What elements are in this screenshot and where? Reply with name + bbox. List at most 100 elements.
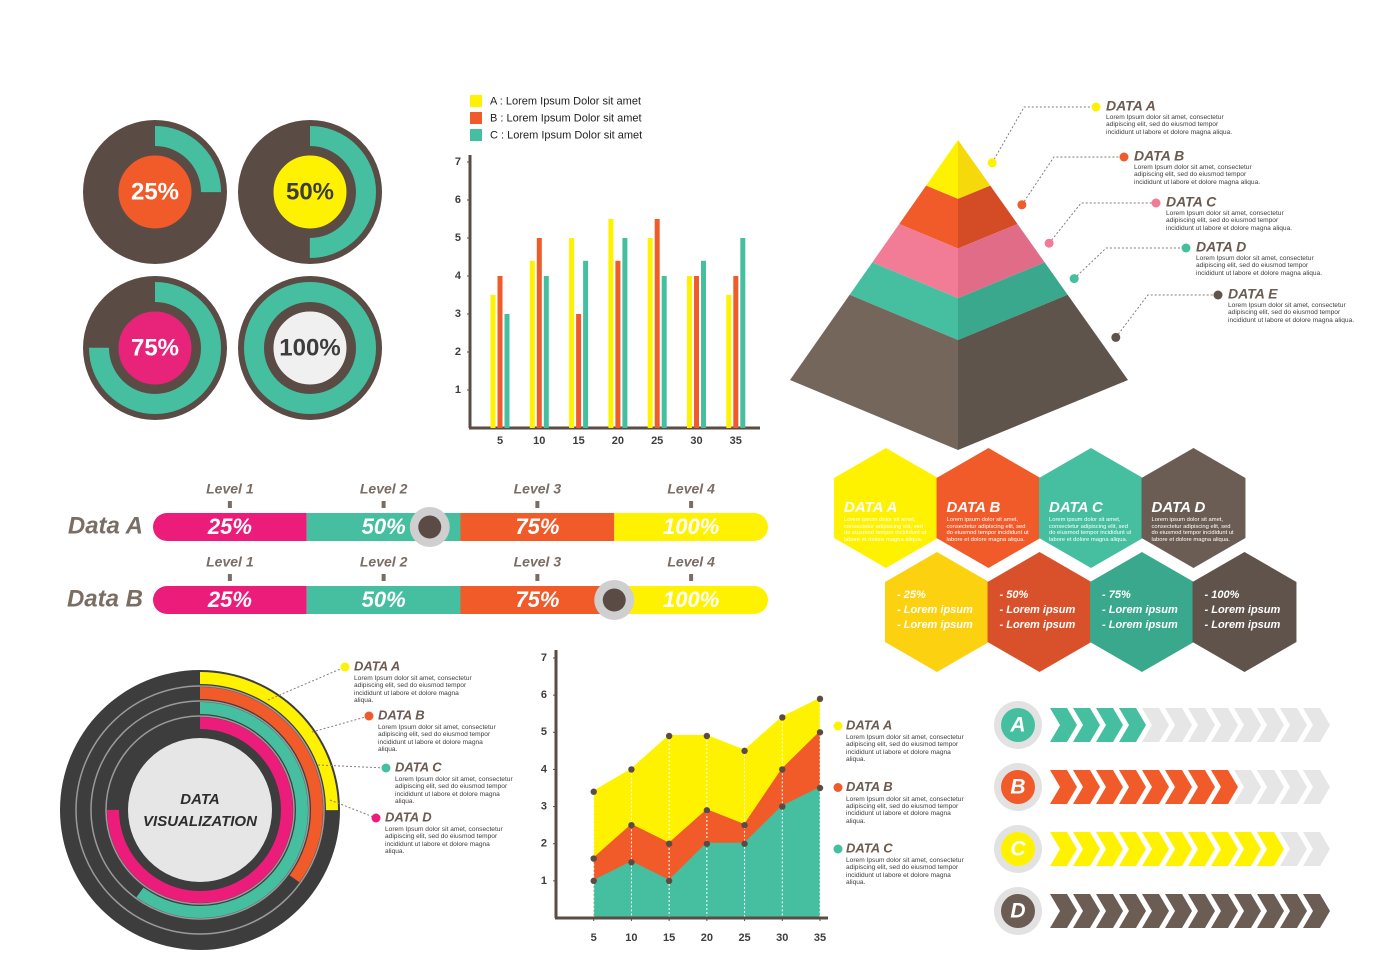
chevron-filled xyxy=(1096,832,1123,866)
chevron-filled xyxy=(1234,832,1261,866)
legend-swatch xyxy=(470,129,482,141)
level-segment xyxy=(614,586,768,614)
hexagon xyxy=(1192,552,1297,672)
pyramid-description: Lorem Ipsum dolor sit amet, consectetur … xyxy=(1196,255,1323,277)
hexagon-title: DATA C xyxy=(1049,499,1104,516)
chevron-filled xyxy=(1142,832,1169,866)
chevron-filled xyxy=(1188,770,1215,804)
bar xyxy=(497,276,503,428)
x-tick-label: 15 xyxy=(572,435,584,447)
donut-ring xyxy=(89,282,221,414)
radial-arc xyxy=(62,672,338,948)
label-dot xyxy=(1181,243,1191,253)
hexagon-description: Lorem ipsum dolor sit amet, consectetur … xyxy=(844,517,927,543)
legend-description: Lorem Ipsum dolor sit amet, consectetur … xyxy=(846,857,964,887)
badge xyxy=(1001,708,1035,742)
chevron-filled xyxy=(1050,708,1077,742)
leader xyxy=(317,764,387,769)
pyramid-description: Lorem Ipsum dolor sit amet, consectetur … xyxy=(1134,164,1261,186)
y-tick-label: 6 xyxy=(541,689,547,701)
legend-swatch xyxy=(470,95,482,107)
badge xyxy=(1001,832,1035,866)
pyramid-label: DATA E xyxy=(1228,286,1278,302)
hexagon xyxy=(885,552,989,672)
point xyxy=(590,877,597,885)
level-bar xyxy=(153,586,768,614)
x-tick-label: 25 xyxy=(651,435,663,447)
chevron-filled xyxy=(1188,894,1215,928)
hexagon-line: - 25% xyxy=(897,589,926,601)
legend-label: DATA B xyxy=(846,779,893,794)
level-label: Level 3 xyxy=(514,554,562,570)
donut-label: 100% xyxy=(279,334,340,361)
row-name: Data A xyxy=(68,512,143,539)
bar xyxy=(661,276,667,428)
bar xyxy=(694,276,699,428)
chevron-filled xyxy=(1050,894,1077,928)
legend-dot xyxy=(833,783,843,792)
hexagon-line: - Lorem ipsum xyxy=(1000,604,1076,616)
pyramid-label: DATA D xyxy=(1196,239,1246,255)
level-label: Level 1 xyxy=(206,554,254,570)
label-dot xyxy=(1151,198,1161,208)
hexagon-line: - 50% xyxy=(1000,589,1029,601)
chevron-filled xyxy=(1280,894,1307,928)
radial-separator xyxy=(75,685,325,935)
leader xyxy=(1021,156,1124,206)
hexagon xyxy=(1039,448,1143,568)
chevron-filled xyxy=(1142,770,1169,804)
bar xyxy=(654,219,660,428)
pyramid-layer-side xyxy=(958,262,1068,340)
point xyxy=(703,807,711,814)
pyramid-description: Lorem Ipsum dolor sit amet, consectetur … xyxy=(1166,210,1293,232)
hexagon xyxy=(1090,552,1194,672)
legend-label: A : Lorem Ipsum Dolor sit amet xyxy=(490,95,641,107)
radial-description: Lorem Ipsum dolor sit amet, consectetur … xyxy=(385,826,503,856)
point xyxy=(779,714,786,721)
level-tick xyxy=(689,501,694,508)
label-dot xyxy=(1213,290,1223,300)
chevron-filled xyxy=(1073,770,1100,804)
level-tick xyxy=(535,574,540,581)
x-tick-label: 15 xyxy=(663,932,675,944)
segment-label: 25% xyxy=(207,587,252,612)
hexagon-line: - Lorem ipsum xyxy=(897,619,973,631)
pyramid-layer xyxy=(926,140,958,199)
y-tick-label: 6 xyxy=(455,194,461,206)
bar xyxy=(490,295,496,428)
hexagon-line: - 75% xyxy=(1102,589,1131,601)
pyramid-layer xyxy=(899,185,958,249)
radial-title: DATA xyxy=(180,791,219,808)
hexagon-title: DATA B xyxy=(947,499,1001,516)
chevron-empty xyxy=(1303,708,1330,742)
chevron-filled xyxy=(1211,894,1238,928)
chevron-filled xyxy=(1303,894,1330,928)
chevron-filled xyxy=(1165,770,1192,804)
radial-description: Lorem Ipsum dolor sit amet, consectetur … xyxy=(378,724,496,754)
level-tick xyxy=(535,501,540,508)
radial-description: Lorem Ipsum dolor sit amet, consectetur … xyxy=(354,675,472,705)
leader xyxy=(267,666,346,701)
chevron-filled xyxy=(1073,894,1100,928)
y-tick-label: 1 xyxy=(541,875,547,887)
donut-center xyxy=(270,152,350,232)
legend-description: Lorem Ipsum dolor sit amet, consectetur … xyxy=(846,795,964,825)
label-dot xyxy=(340,662,350,672)
y-tick-label: 4 xyxy=(455,270,462,282)
bar xyxy=(569,238,575,428)
hexagon-description: Lorem ipsum dolor sit amet, consectetur … xyxy=(1049,517,1132,543)
chevron-filled xyxy=(1257,832,1284,866)
point xyxy=(703,840,711,847)
chevron-filled xyxy=(1234,894,1261,928)
x-tick-label: 30 xyxy=(690,435,702,447)
level-tick xyxy=(227,574,232,581)
bar xyxy=(615,260,621,428)
label-dot xyxy=(1119,152,1129,162)
radial-separator xyxy=(90,700,310,920)
chevron-empty xyxy=(1211,708,1238,742)
hexagon-description: Lorem ipsum dolor sit amet, consectetur … xyxy=(1151,517,1234,543)
segment-label: 75% xyxy=(515,514,559,539)
level-label: Level 4 xyxy=(667,481,715,497)
legend-label: DATA A xyxy=(846,717,892,732)
bar xyxy=(647,238,653,428)
